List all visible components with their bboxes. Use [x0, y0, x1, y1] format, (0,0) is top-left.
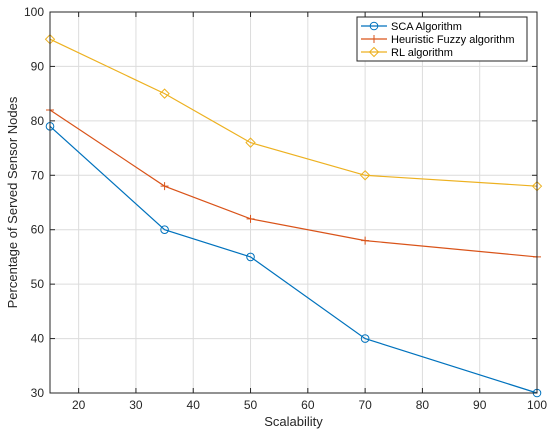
series-1 — [45, 122, 542, 398]
legend-entry: Heuristic Fuzzy algorithm — [361, 34, 514, 46]
y-tick-label: 60 — [31, 223, 45, 237]
data-point-circle — [246, 252, 255, 262]
data-point-plus — [361, 236, 370, 245]
x-tick-label: 60 — [301, 398, 315, 412]
data-point-diamond — [245, 137, 256, 148]
y-tick-label: 50 — [31, 277, 45, 291]
x-tick-label: 80 — [416, 398, 430, 412]
data-point-circle — [360, 334, 370, 343]
x-tick-label: 20 — [72, 398, 86, 412]
y-tick-label: 30 — [31, 386, 45, 400]
y-tick-label: 90 — [31, 59, 45, 73]
series-2 — [46, 105, 541, 261]
data-point-plus — [160, 182, 169, 191]
data-point-circle — [160, 225, 169, 235]
x-tick-label: 100 — [527, 398, 547, 412]
ticks: 20 30 40 50 60 70 80 90 100 30 40 50 60 70 80 90 100 — [24, 5, 547, 412]
data-point-diamond — [159, 88, 170, 99]
legend-marker-circle — [369, 21, 379, 31]
series-3 — [44, 34, 543, 192]
y-tick-label: 40 — [31, 332, 45, 346]
series-layer — [44, 34, 543, 398]
legend-entry: SCA Algorithm — [361, 21, 462, 33]
plot-frame — [49, 11, 538, 394]
series-line — [49, 109, 538, 258]
x-tick-label: 50 — [244, 398, 258, 412]
series-line — [49, 38, 538, 187]
legend-marker-plus — [370, 35, 378, 43]
data-point-diamond — [359, 170, 371, 181]
y-tick-label: 70 — [31, 168, 45, 182]
legend-label: SCA Algorithm — [391, 21, 462, 33]
series-line — [49, 125, 538, 394]
legend-label: RL algorithm — [391, 47, 453, 59]
data-point-plus — [246, 214, 255, 223]
x-tick-label: 90 — [473, 398, 487, 412]
x-tick-label: 70 — [358, 398, 372, 412]
legend-marker-diamond — [368, 46, 380, 58]
grid — [50, 11, 538, 394]
legend-label: Heuristic Fuzzy algorithm — [391, 34, 514, 46]
x-tick-label: 40 — [187, 398, 201, 412]
y-tick-label: 100 — [24, 5, 44, 19]
y-tick-label: 80 — [31, 114, 45, 128]
x-axis-label: Scalability — [264, 414, 323, 429]
y-axis-label: Percentage of Served Sensor Nodes — [5, 96, 20, 308]
x-tick-label: 30 — [129, 398, 143, 412]
legend-entry: RL algorithm — [361, 46, 453, 59]
